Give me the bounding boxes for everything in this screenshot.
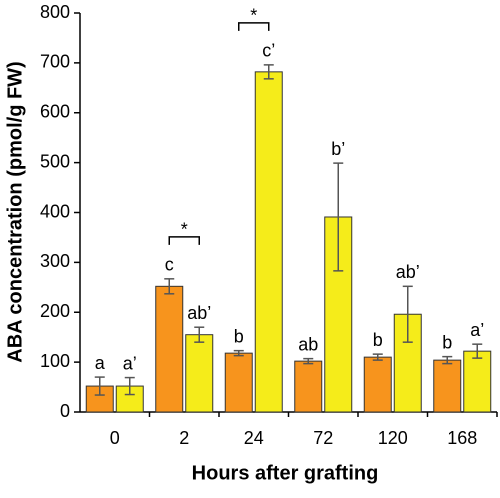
- error-bar: [194, 326, 205, 343]
- y-tick-label: 600: [40, 102, 70, 122]
- y-axis-title: ABA concentration (pmol/g FW): [4, 61, 26, 362]
- letter-label: ab’: [396, 262, 420, 282]
- x-tick-label: 2: [179, 428, 189, 448]
- error-bar: [442, 355, 453, 365]
- letter-label: b’: [331, 139, 345, 159]
- error-bar: [124, 376, 135, 396]
- y-tick-label: 700: [40, 52, 70, 72]
- bar: [254, 71, 283, 413]
- bar: [224, 352, 253, 413]
- error-bar: [233, 349, 244, 357]
- letter-label: b: [373, 330, 383, 350]
- bar: [185, 334, 214, 413]
- significance-bracket: [168, 236, 200, 245]
- letter-label: ab’: [187, 303, 211, 323]
- bar: [463, 350, 492, 413]
- x-tick-label: 0: [110, 428, 120, 448]
- y-tick-label: 400: [40, 201, 70, 221]
- bar: [294, 360, 323, 413]
- x-tick-label: 72: [313, 428, 333, 448]
- error-bar: [303, 357, 314, 365]
- letter-label: c: [165, 255, 174, 275]
- error-bar: [402, 285, 413, 343]
- letter-label: a’: [123, 353, 137, 373]
- x-tick-label: 24: [244, 428, 264, 448]
- significance-label: *: [250, 6, 257, 26]
- y-tick-label: 200: [40, 301, 70, 321]
- x-tick-label: 120: [378, 428, 408, 448]
- error-bar: [372, 353, 383, 361]
- x-tick-label: 168: [447, 428, 477, 448]
- error-bar: [333, 162, 344, 272]
- letter-label: c’: [262, 41, 275, 61]
- letter-label: a: [95, 353, 106, 373]
- y-tick-label: 500: [40, 151, 70, 171]
- x-axis-title: Hours after grafting: [192, 462, 379, 484]
- y-tick-label: 800: [40, 2, 70, 22]
- bar: [433, 359, 462, 413]
- significance-label: *: [181, 220, 188, 240]
- letter-label: a’: [470, 320, 484, 340]
- error-bar: [263, 64, 274, 80]
- bar: [155, 285, 184, 413]
- letter-label: b: [442, 332, 452, 352]
- y-tick-label: 100: [40, 351, 70, 371]
- error-bar: [164, 278, 175, 295]
- error-bar: [472, 343, 483, 359]
- y-tick-label: 300: [40, 251, 70, 271]
- y-tick-label: 0: [60, 401, 70, 421]
- significance-bracket: [238, 22, 270, 31]
- letter-label: ab: [298, 334, 318, 354]
- error-bar: [94, 376, 105, 396]
- bar: [363, 356, 392, 413]
- letter-label: b: [234, 326, 244, 346]
